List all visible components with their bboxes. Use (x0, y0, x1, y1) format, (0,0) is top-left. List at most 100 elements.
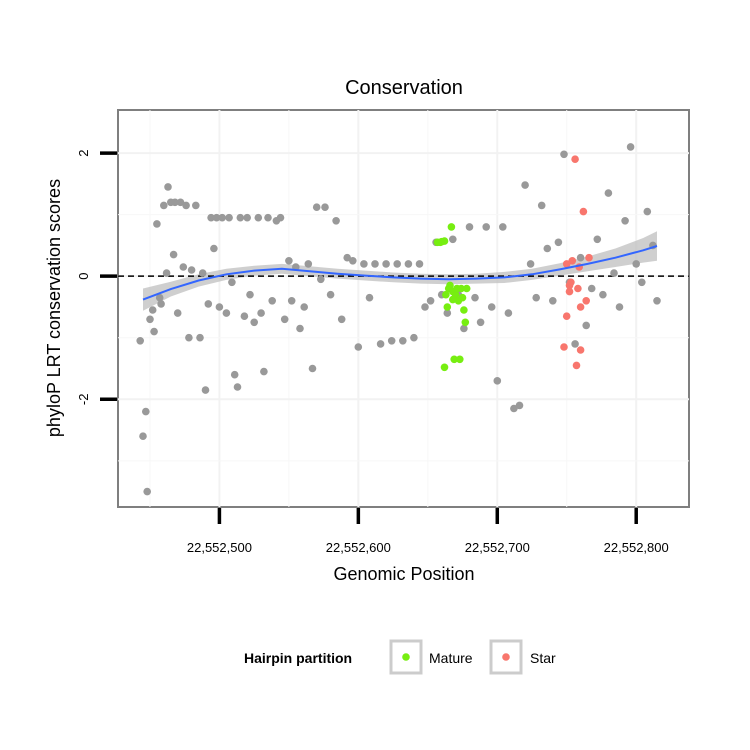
point-background-88 (482, 223, 491, 231)
point-background-32 (222, 309, 231, 317)
y-tick-label-1: 0 (76, 273, 91, 280)
x-tick-label-0: 22,552,500 (187, 540, 252, 555)
point-mature-15 (457, 284, 466, 293)
smooth-curve (142, 245, 658, 301)
point-background-45 (264, 213, 272, 222)
point-star-13 (565, 287, 574, 296)
point-mature-20 (440, 363, 449, 372)
point-background-29 (212, 213, 221, 222)
point-background-36 (233, 383, 242, 391)
point-background-5 (148, 306, 157, 314)
point-background-1 (139, 432, 147, 441)
point-background-12 (164, 183, 172, 191)
legend-dot-mature (402, 653, 410, 661)
point-background-75 (410, 333, 418, 342)
point-background-9 (157, 300, 165, 308)
point-background-65 (354, 343, 363, 351)
point-background-98 (537, 201, 546, 210)
point-background-56 (308, 364, 317, 373)
legend-entry-mature: Mature (389, 639, 473, 675)
point-mature-8 (447, 223, 456, 231)
point-background-55 (304, 260, 313, 268)
point-background-92 (504, 309, 513, 317)
point-background-25 (201, 386, 210, 394)
point-mature-19 (462, 284, 471, 293)
point-background-10 (160, 201, 168, 210)
point-background-66 (360, 260, 368, 268)
point-background-44 (260, 367, 268, 376)
point-background-117 (643, 207, 652, 216)
point-background-15 (171, 198, 179, 207)
y-tick-label-2: 2 (76, 149, 91, 156)
point-background-69 (376, 340, 385, 348)
point-background-94 (515, 401, 524, 410)
point-mature-14 (456, 355, 464, 364)
point-background-68 (371, 260, 379, 268)
point-background-49 (280, 315, 289, 324)
point-background-85 (465, 223, 474, 231)
x-axis: 22,552,500 22,552,600 22,552,700 22,552,800 (187, 508, 669, 555)
point-background-102 (560, 150, 568, 159)
point-background-104 (571, 340, 579, 348)
legend-entry-star: Star (489, 639, 556, 675)
point-background-38 (240, 312, 249, 321)
point-background-63 (343, 253, 352, 262)
legend: Hairpin partition Mature Star (244, 639, 556, 675)
legend-title: Hairpin partition (244, 650, 352, 666)
series-mature (433, 223, 471, 372)
point-background-24 (198, 269, 207, 277)
point-star-6 (576, 346, 585, 354)
y-axis-label: phyloP LRT conservation scores (44, 179, 64, 437)
point-background-82 (449, 235, 457, 244)
point-background-30 (215, 303, 224, 311)
point-background-19 (182, 201, 190, 210)
point-background-76 (415, 260, 424, 268)
smooth-line (142, 245, 658, 301)
point-star-10 (567, 278, 575, 287)
point-background-96 (526, 260, 535, 268)
point-background-64 (349, 257, 357, 265)
point-background-31 (218, 213, 226, 222)
point-mature-10 (450, 355, 459, 364)
point-background-62 (337, 315, 346, 324)
point-background-37 (236, 213, 245, 222)
point-background-35 (230, 370, 239, 379)
point-background-78 (426, 297, 435, 305)
point-background-58 (317, 275, 325, 284)
point-background-81 (443, 309, 452, 317)
point-background-74 (404, 260, 413, 268)
point-background-59 (321, 203, 329, 211)
point-background-14 (169, 250, 178, 259)
point-background-21 (187, 266, 196, 274)
point-mature-21 (449, 295, 457, 304)
legend-label-mature: Mature (429, 650, 473, 666)
point-background-86 (471, 293, 479, 302)
point-background-17 (176, 198, 185, 207)
chart-title: Conservation (345, 77, 463, 99)
point-background-26 (204, 300, 213, 308)
point-mature-17 (460, 306, 468, 314)
point-background-105 (576, 253, 585, 262)
legend-dot-star (502, 653, 510, 661)
point-background-54 (300, 303, 309, 311)
point-background-23 (196, 333, 204, 342)
point-mature-7 (446, 281, 454, 290)
point-background-111 (610, 269, 618, 277)
point-star-8 (582, 297, 590, 305)
point-background-91 (499, 223, 507, 231)
point-background-90 (493, 377, 502, 385)
point-background-51 (287, 297, 296, 305)
point-background-0 (136, 337, 144, 345)
point-star-15 (585, 253, 593, 262)
point-background-115 (632, 260, 640, 268)
point-background-53 (296, 324, 304, 333)
point-background-18 (179, 263, 188, 271)
point-background-110 (604, 189, 613, 197)
point-background-67 (365, 293, 374, 302)
point-background-16 (173, 309, 182, 317)
point-background-101 (554, 238, 563, 247)
point-star-12 (576, 303, 585, 311)
point-star-5 (574, 284, 582, 293)
point-background-33 (225, 213, 233, 222)
point-background-11 (162, 269, 171, 277)
